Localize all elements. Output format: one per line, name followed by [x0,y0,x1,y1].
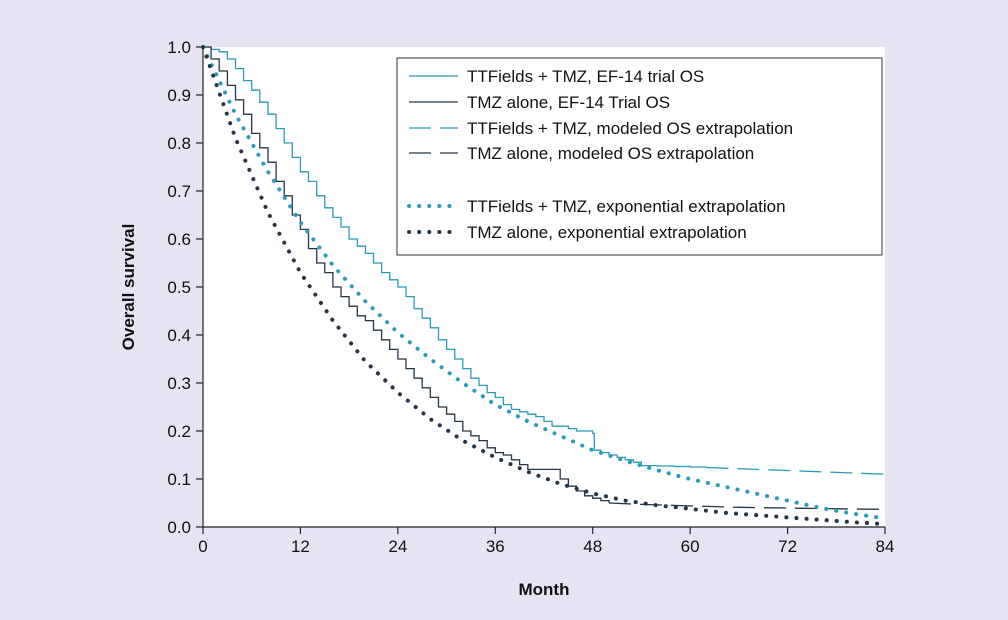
x-tick-label: 48 [583,537,602,556]
y-tick-label: 0.0 [167,518,191,537]
y-tick-label: 0.4 [167,326,191,345]
x-tick-label: 60 [681,537,700,556]
y-tick-label: 0.9 [167,86,191,105]
y-axis-title: Overall survival [119,224,138,351]
x-tick-label: 36 [486,537,505,556]
legend-label: TMZ alone, modeled OS extrapolation [467,144,754,163]
y-tick-label: 1.0 [167,38,191,57]
series-ttfields-tmz-ef-14-trial-os [203,46,708,468]
legend-label: TMZ alone, EF-14 Trial OS [467,93,670,112]
legend-label: TTFields + TMZ, EF-14 trial OS [467,67,704,86]
legend-label: TTFields + TMZ, modeled OS extrapolation [467,119,793,138]
x-axis-title: Month [519,580,570,599]
y-tick-label: 0.8 [167,134,191,153]
legend-box [396,57,883,256]
legend: TTFields + TMZ, EF-14 trial OS TMZ alone,… [396,57,883,256]
x-tick-label: 24 [388,537,407,556]
legend-label: TTFields + TMZ, exponential extrapolatio… [467,197,786,216]
x-tick-label: 72 [778,537,797,556]
series-tmz-alone-ef-14-trial-os [203,46,610,503]
y-tick-label: 0.6 [167,230,191,249]
y-tick-label: 0.1 [167,470,191,489]
x-tick-label: 84 [876,537,895,556]
axis-ticks: 0 12 24 36 48 60 72 84 0.0 0.1 0.2 0.3 0.4 0.5 0.6 0.7 0… [167,38,894,556]
legend-label: TMZ alone, exponential extrapolation [467,223,747,242]
y-tick-label: 0.2 [167,422,191,441]
series-lines [201,45,887,527]
y-tick-label: 0.7 [167,182,191,201]
x-tick-label: 12 [291,537,310,556]
y-tick-label: 0.5 [167,278,191,297]
x-tick-label: 0 [198,537,207,556]
series-ttfields-tmz-exponential-extrapolation [201,45,887,521]
y-tick-label: 0.3 [167,374,191,393]
